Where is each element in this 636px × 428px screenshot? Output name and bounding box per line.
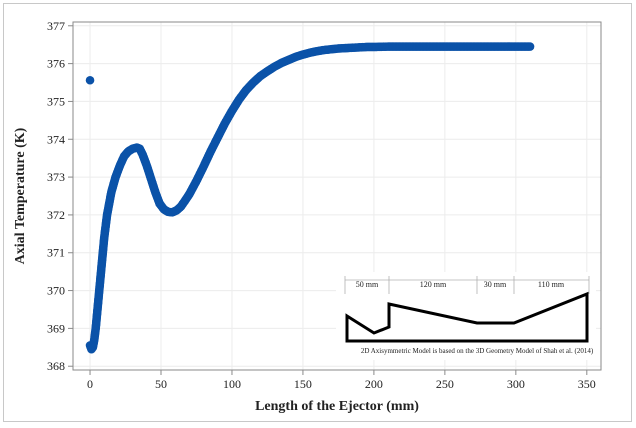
- data-series: [85, 42, 535, 354]
- chart-outer-border: [3, 3, 632, 422]
- x-tick-label: 350: [578, 377, 596, 391]
- x-tick-label: 0: [87, 377, 93, 391]
- y-tick-label: 370: [47, 284, 65, 298]
- inset-dim-label-4: 110 mm: [538, 280, 565, 289]
- x-tick-label: 150: [294, 377, 312, 391]
- x-tick-label: 50: [155, 377, 167, 391]
- inset-dim-label-1: 50 mm: [356, 280, 379, 289]
- inset-dim-label-3: 30 mm: [484, 280, 507, 289]
- y-tick-label: 372: [47, 208, 65, 222]
- x-tick-label: 300: [507, 377, 525, 391]
- inset-ejector-outline: [345, 291, 589, 343]
- data-point: [525, 42, 535, 51]
- axis-ticks: 0 50 100 150 200 250 300 350 368 369 370 371 372 373 3…: [47, 19, 596, 391]
- plot-area-border: [72, 21, 602, 371]
- x-tick-label: 100: [223, 377, 241, 391]
- x-tick-label: 200: [365, 377, 383, 391]
- y-tick-label: 374: [47, 132, 65, 146]
- y-tick-label: 368: [47, 359, 65, 373]
- inset-box: [336, 272, 596, 360]
- inset-caption: 2D Axisymmetric Model is based on the 3D…: [361, 347, 594, 355]
- x-axis-title: Length of the Ejector (mm): [255, 399, 419, 414]
- y-tick-label: 376: [47, 57, 65, 71]
- y-tick-label: 375: [47, 94, 65, 108]
- y-tick-label: 377: [47, 19, 65, 33]
- y-tick-label: 371: [47, 246, 65, 260]
- ejector-geometry-inset: 50 mm 120 mm 30 mm 110 mm 2D Axisymmetri…: [336, 272, 596, 360]
- x-tick-label: 250: [436, 377, 454, 391]
- data-point: [85, 75, 95, 85]
- y-tick-label: 373: [47, 170, 65, 184]
- y-tick-label: 369: [47, 321, 65, 335]
- y-axis-title: Axial Temperature (K): [13, 127, 28, 264]
- inset-dim-label-2: 120 mm: [420, 280, 447, 289]
